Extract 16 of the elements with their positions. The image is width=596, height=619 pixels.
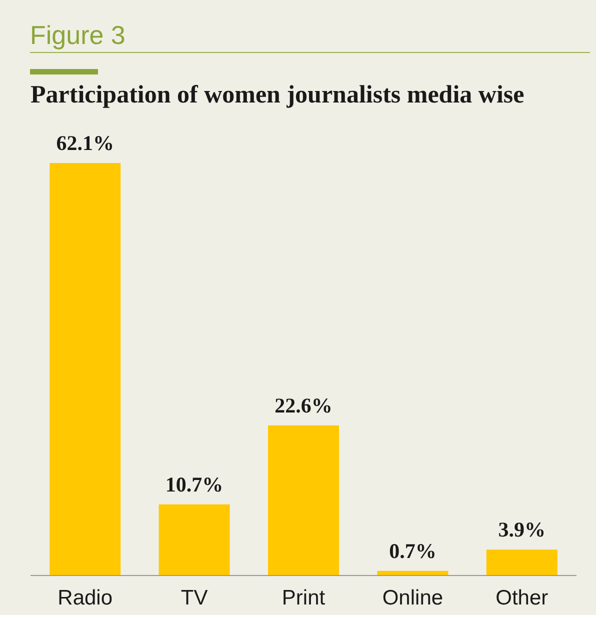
bar	[486, 550, 558, 576]
x-tick-label: TV	[180, 586, 208, 610]
data-label: 3.9%	[498, 518, 546, 542]
x-tick-label: Radio	[58, 586, 113, 610]
chart-title: Participation of women journalists media wise	[30, 82, 524, 108]
x-tick-label: Online	[382, 586, 444, 610]
x-tick-label: Other	[496, 586, 548, 610]
data-label: 10.7%	[165, 472, 224, 496]
bar	[158, 504, 230, 576]
bar	[268, 425, 339, 576]
bar	[50, 163, 121, 576]
data-label: 0.7%	[389, 538, 436, 563]
data-label: 22.6%	[274, 393, 332, 418]
caption: Figure 3	[30, 19, 126, 52]
x-tick-label: Print	[282, 586, 326, 610]
data-label: 62.1%	[56, 131, 114, 155]
